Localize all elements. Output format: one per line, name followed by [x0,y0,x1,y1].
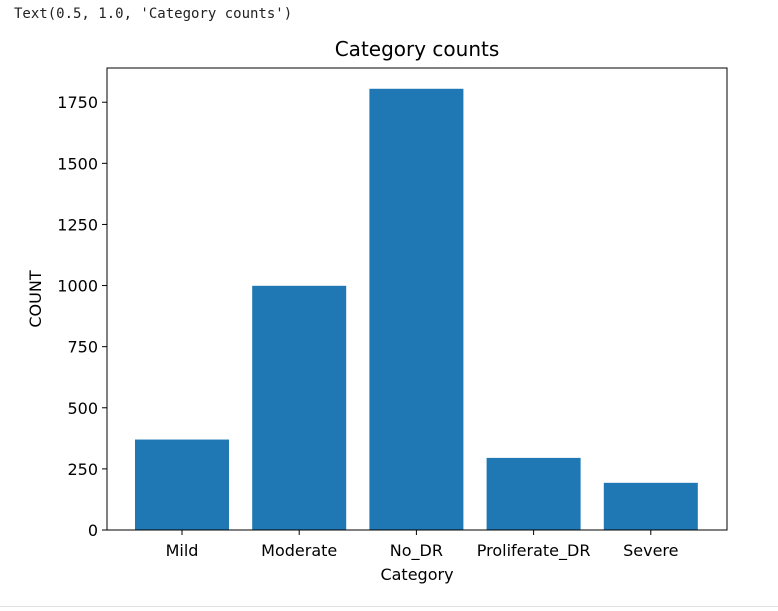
cell-divider [0,606,778,607]
plot-frame [106,67,728,531]
y-tick-label: 1750 [57,93,98,112]
bar-mild [135,439,229,530]
x-tick-label: Mild [166,541,199,560]
x-tick-label: No_DR [390,541,443,561]
y-tick-label: 1500 [57,154,98,173]
chart-title: Category counts [335,37,500,61]
bars-group [135,88,698,531]
x-tick-label: Moderate [261,541,337,560]
x-tick-label: Severe [623,541,678,560]
bar-moderate [252,285,347,530]
bar-no-dr [369,88,464,531]
y-tick-label: 1000 [57,277,98,296]
bar-proliferate-dr [486,457,581,530]
y-tick-label: 500 [67,399,98,418]
y-tick-label: 750 [67,338,98,357]
x-tick-label: Proliferate_DR [477,541,591,561]
y-tick-label: 1250 [57,215,98,234]
x-axis-label: Category [380,565,453,584]
cell-output-text: Text(0.5, 1.0, 'Category counts') [14,6,293,22]
x-axis-ticks: Mild Moderate No_DR Proliferate_DR Severe [166,530,678,561]
y-tick-label: 250 [67,460,98,479]
y-axis-ticks: 0 250 500 750 1000 1250 1500 1750 [57,93,107,540]
y-axis-label: COUNT [26,270,45,327]
y-tick-label: 0 [88,521,98,540]
bar-severe [603,482,698,530]
